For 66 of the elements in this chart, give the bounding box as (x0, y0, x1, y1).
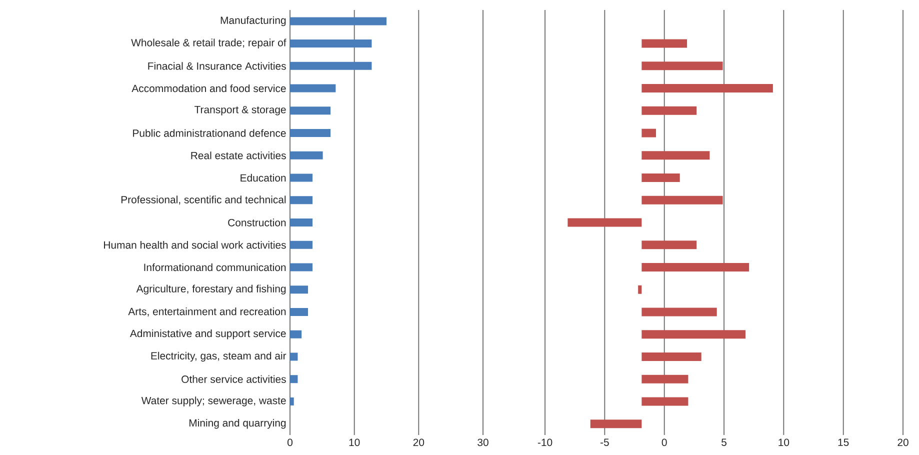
y-tick-label: Other service activities (182, 375, 286, 383)
x-tick-label: 5 (722, 438, 726, 446)
x-tick-label: 10 (778, 438, 790, 446)
bar (290, 330, 302, 338)
bar (290, 352, 298, 361)
bar (642, 262, 750, 272)
bar (290, 151, 323, 160)
bar (642, 106, 697, 115)
x-tick-label: -10 (538, 438, 552, 446)
bar (290, 240, 313, 249)
bar (590, 420, 642, 428)
x-tick-label: 30 (478, 438, 488, 446)
y-tick-label: Wholesale & retail trade; repair of (131, 38, 286, 48)
y-tick-label: Water supply; sewerage, waste (141, 396, 286, 406)
bar (642, 84, 773, 93)
bar (290, 286, 308, 294)
y-tick-label: Administative and support service (130, 329, 286, 340)
bar (290, 62, 372, 70)
bar (642, 151, 710, 160)
y-tick-label: Finacial & Insurance Activities (148, 62, 286, 70)
bar (642, 352, 702, 361)
bar (568, 218, 642, 227)
y-tick-label: Mining and quarrying (189, 418, 286, 429)
bar (290, 308, 308, 316)
bar (642, 330, 746, 339)
x-tick-label: -5 (600, 438, 609, 446)
y-tick-label: Informationand communication (144, 263, 286, 272)
y-tick-label: Education (240, 174, 286, 182)
x-tick-label: 20 (413, 438, 424, 446)
bar (642, 128, 656, 138)
bar (642, 374, 688, 384)
bar (642, 174, 680, 182)
bar (290, 174, 313, 182)
y-tick-label: Transport & storage (194, 106, 286, 116)
x-tick-label: 20 (898, 438, 908, 446)
x-tick-label: 15 (838, 438, 849, 446)
y-tick-label: Electricity, gas, steam and air (151, 352, 286, 362)
x-tick-label: 0 (288, 438, 292, 446)
bar (290, 106, 331, 115)
bar (638, 285, 642, 294)
x-tick-label: 10 (349, 438, 360, 446)
bar (290, 196, 313, 204)
bar (290, 218, 313, 227)
x-tick-label: 0 (662, 438, 667, 446)
y-tick-label: Agriculture, forestary and fishing (136, 284, 286, 294)
bar (290, 17, 386, 26)
y-tick-label: Human health and social work activities (104, 241, 286, 249)
bar (642, 308, 717, 316)
bar (642, 196, 723, 204)
bar (290, 397, 294, 406)
y-tick-label: Construction (228, 218, 286, 226)
y-tick-label: Public administrationand defence (133, 129, 286, 137)
bar (642, 240, 697, 250)
y-tick-label: Professional, scentific and technical (121, 196, 286, 205)
bar (642, 39, 688, 48)
bar (642, 397, 688, 406)
y-tick-label: Real estate activities (191, 152, 286, 160)
bar (290, 263, 313, 272)
y-tick-label: Manufacturing (220, 16, 286, 26)
bar (290, 129, 331, 138)
bar (290, 40, 372, 48)
y-tick-label: Arts, entertainment and recreation (128, 308, 286, 316)
bar (290, 84, 336, 92)
bar (642, 62, 723, 70)
y-tick-label: Accommodation and food service (132, 84, 286, 92)
bar (290, 375, 298, 384)
